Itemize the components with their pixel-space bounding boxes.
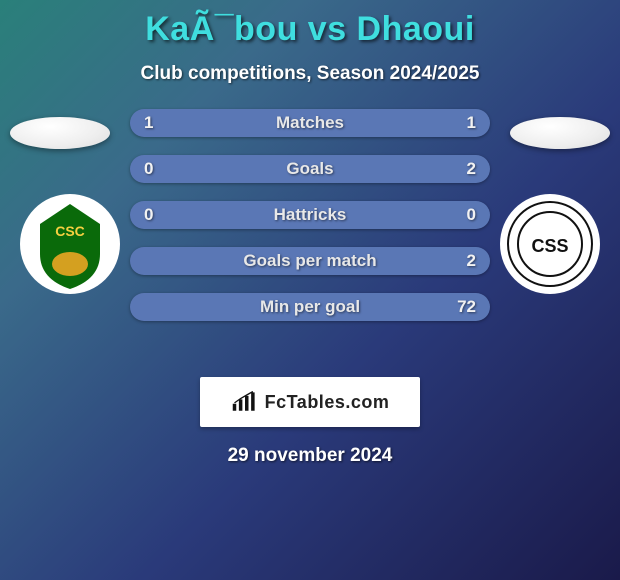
stat-label: Goals per match <box>174 251 446 271</box>
stat-label: Matches <box>174 113 446 133</box>
stat-label: Min per goal <box>174 297 446 317</box>
stat-row: 0Goals2 <box>130 155 490 183</box>
stat-row: Goals per match2 <box>130 247 490 275</box>
stat-value-right: 0 <box>446 205 476 225</box>
stat-label: Goals <box>174 159 446 179</box>
watermark: FcTables.com <box>200 377 420 427</box>
stat-label: Hattricks <box>174 205 446 225</box>
player-photo-right <box>510 117 610 149</box>
player-photo-left <box>10 117 110 149</box>
stat-value-right: 2 <box>446 159 476 179</box>
stat-value-left: 0 <box>144 159 174 179</box>
stat-row: Min per goal72 <box>130 293 490 321</box>
stat-value-right: 1 <box>446 113 476 133</box>
content-area: CSC CSS 1Matches10Goals20Hattricks0Goals… <box>0 109 620 369</box>
stat-row: 0Hattricks0 <box>130 201 490 229</box>
crest-right-svg: CSS <box>500 194 600 294</box>
page-title: KaÃ¯bou vs Dhaoui <box>0 0 620 49</box>
infographic-card: KaÃ¯bou vs Dhaoui Club competitions, Sea… <box>0 0 620 580</box>
stats-list: 1Matches10Goals20Hattricks0Goals per mat… <box>130 109 490 321</box>
stat-value-left: 0 <box>144 205 174 225</box>
stat-row: 1Matches1 <box>130 109 490 137</box>
bars-icon <box>231 391 259 413</box>
crest-left-svg: CSC <box>20 194 120 294</box>
watermark-text: FcTables.com <box>265 392 390 413</box>
stat-value-left: 1 <box>144 113 174 133</box>
svg-text:CSC: CSC <box>55 223 85 239</box>
club-crest-left: CSC <box>20 194 120 294</box>
subtitle: Club competitions, Season 2024/2025 <box>0 63 620 85</box>
stat-value-right: 72 <box>446 297 476 317</box>
footer-date: 29 november 2024 <box>0 445 620 467</box>
stat-value-right: 2 <box>446 251 476 271</box>
club-crest-right: CSS <box>500 194 600 294</box>
svg-text:CSS: CSS <box>531 236 568 256</box>
